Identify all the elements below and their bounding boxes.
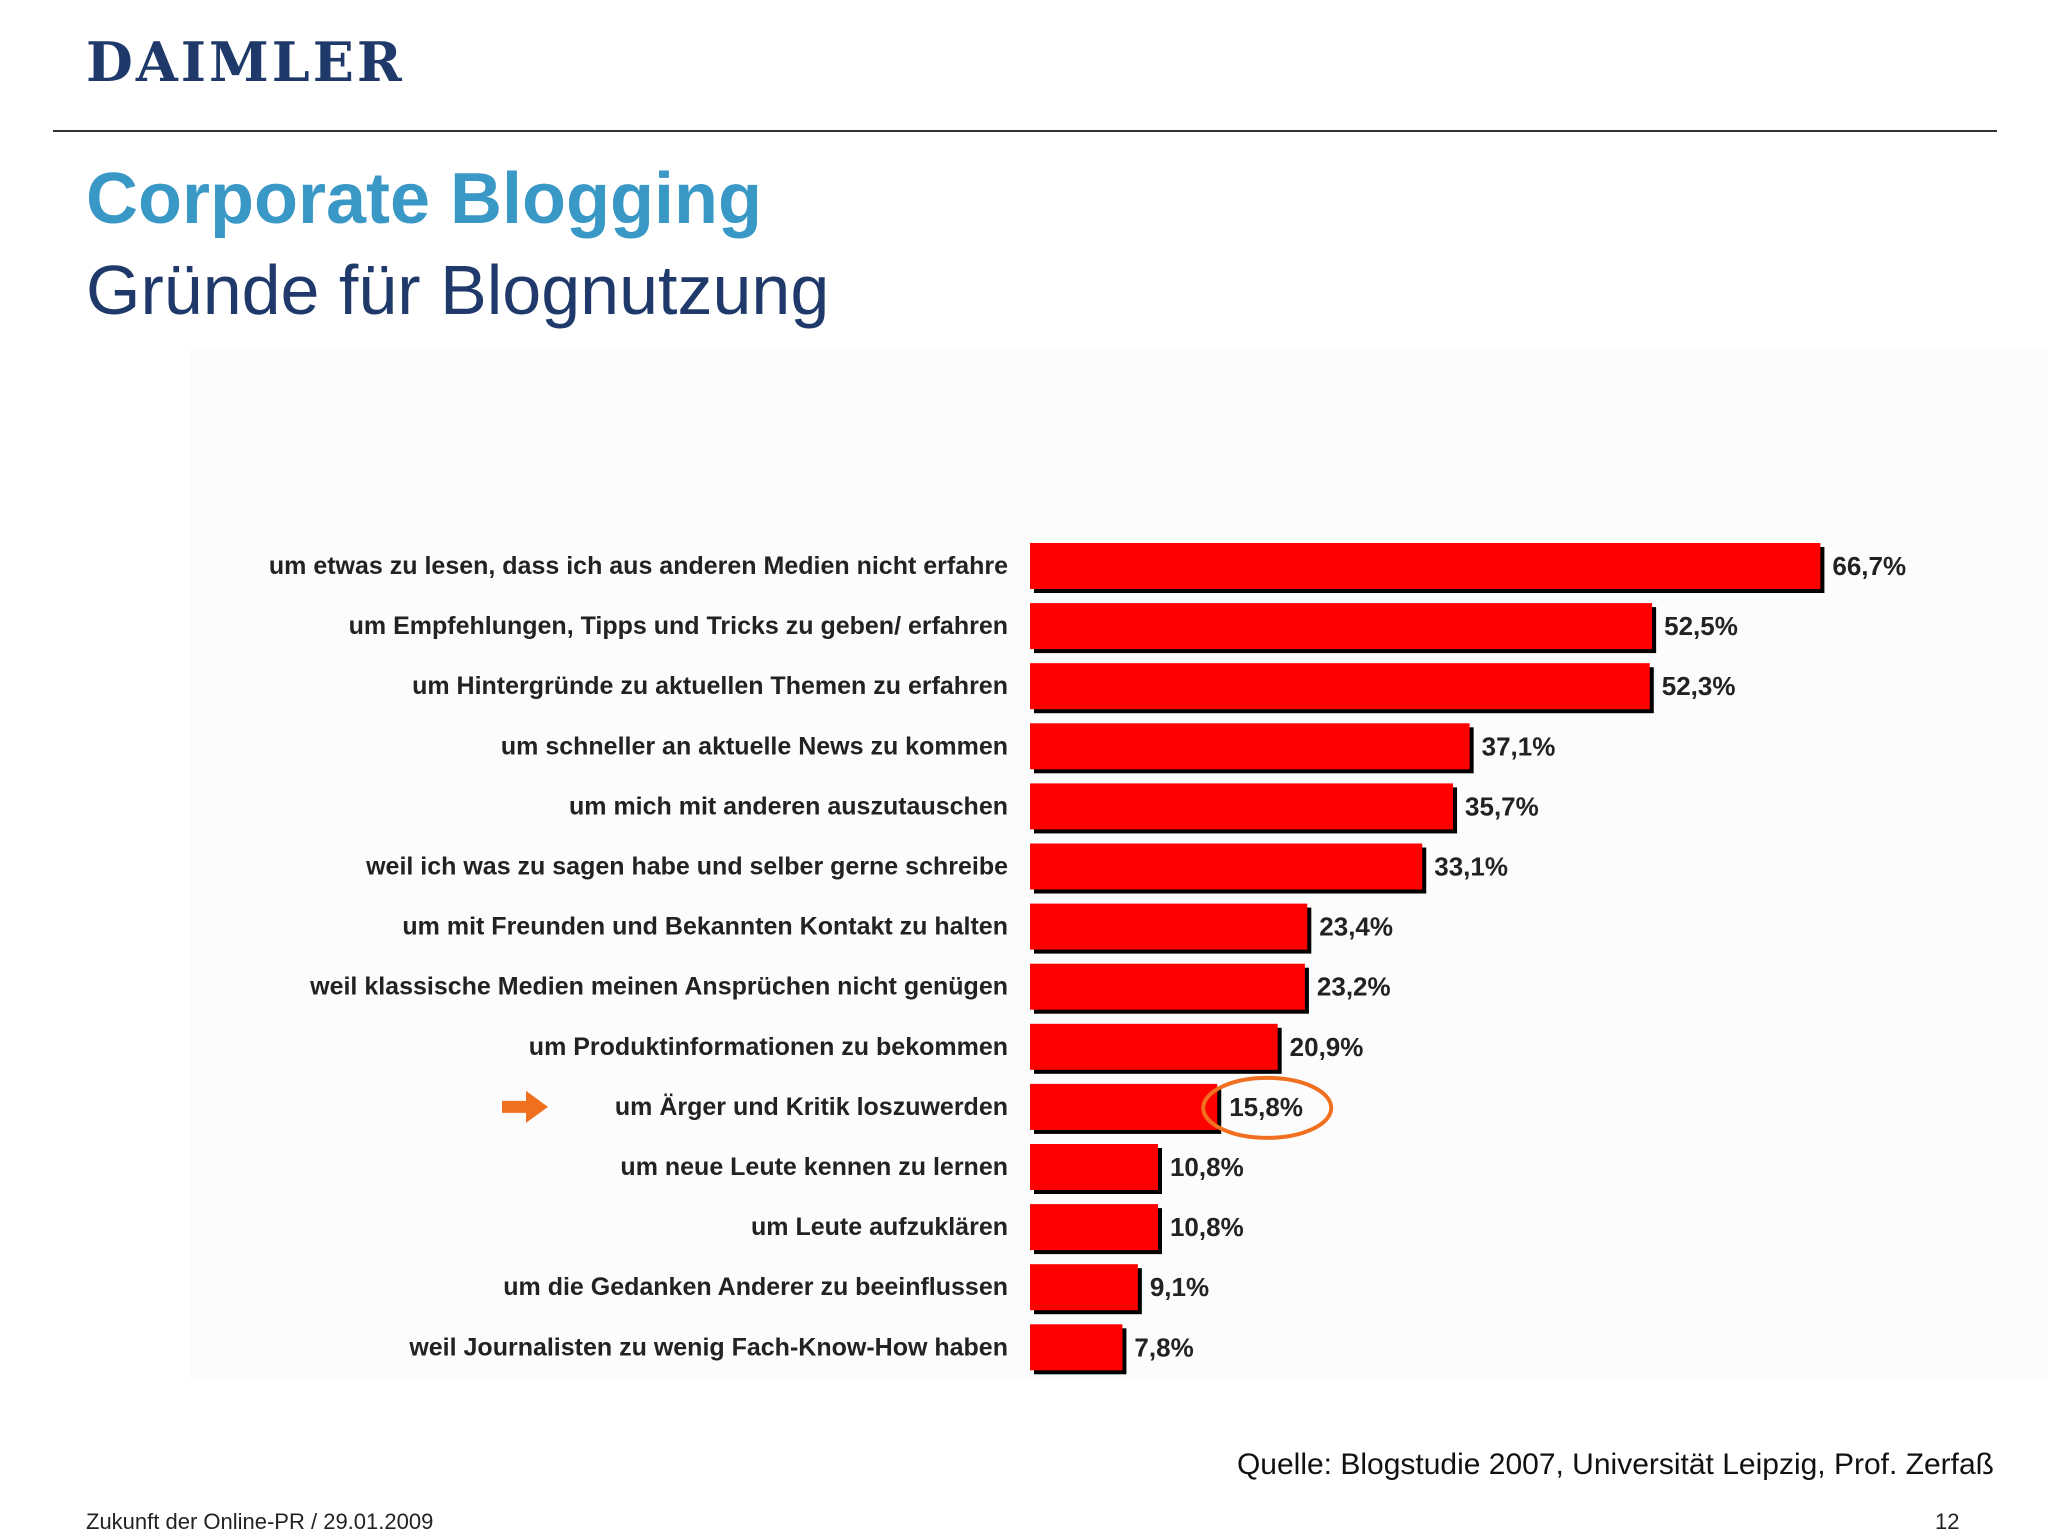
bar-chart: um etwas zu lesen, dass ich aus anderen … [269,543,1906,1375]
value-label: 37,1% [1482,731,1556,761]
value-label: 52,5% [1664,611,1738,641]
daimler-logo: DAIMLER [86,30,405,94]
category-label: um Ärger und Kritik loszuwerden [615,1093,1008,1121]
category-label: um mit Freunden und Bekannten Kontakt zu… [402,913,1008,941]
category-label: um schneller an aktuelle News zu kommen [501,732,1008,760]
bar [1030,963,1305,1010]
category-label: um Leute aufzuklären [751,1213,1008,1241]
category-label: um mich mit anderen auszutauschen [569,792,1008,820]
category-label: um neue Leute kennen zu lernen [620,1153,1008,1181]
source-note: Quelle: Blogstudie 2007, Universität Lei… [1236,1448,1994,1481]
page-number: 12 [1935,1509,1960,1534]
bar [1030,543,1821,589]
category-label: um etwas zu lesen, dass ich aus anderen … [269,552,1008,580]
category-label: weil ich was zu sagen habe und selber ge… [365,853,1008,881]
category-label: um Hintergründe zu aktuellen Themen zu e… [412,672,1008,700]
bar [1030,1023,1278,1070]
value-label: 23,2% [1317,972,1391,1002]
value-label: 66,7% [1832,551,1906,581]
value-label: 23,4% [1319,912,1393,942]
bar [1030,1264,1138,1311]
value-label: 20,9% [1290,1032,1364,1062]
header-divider [53,130,1997,132]
category-label: um Produktinformationen zu bekommen [529,1033,1008,1061]
value-label: 33,1% [1434,852,1508,882]
bar [1030,783,1454,830]
category-label: weil klassische Medien meinen Ansprüchen… [309,973,1008,1001]
slide-title: Corporate Blogging [86,159,762,239]
category-label: um die Gedanken Anderer zu beeinflussen [503,1273,1008,1301]
bar [1030,1324,1123,1371]
bar [1030,843,1423,890]
bar [1030,1204,1158,1251]
bar [1030,903,1308,950]
arrow-right-icon [502,1090,548,1123]
bar [1030,1083,1218,1130]
footer-text: Zukunft der Online-PR / 29.01.2009 [86,1509,434,1534]
category-label: um Empfehlungen, Tipps und Tricks zu geb… [349,612,1008,640]
highlight-circle [1201,1075,1334,1140]
value-label: 52,3% [1662,671,1736,701]
bar [1030,663,1650,710]
value-label: 7,8% [1134,1332,1193,1362]
value-label: 15,8% [1229,1092,1303,1122]
bar [1030,723,1470,770]
chart-area: um etwas zu lesen, dass ich aus anderen … [190,350,2048,1380]
slide-subtitle: Gründe für Blognutzung [86,251,830,329]
bar [1030,603,1653,650]
bar [1030,1144,1158,1190]
value-label: 35,7% [1465,791,1539,821]
value-label: 10,8% [1170,1152,1244,1182]
value-label: 9,1% [1150,1272,1209,1302]
value-label: 10,8% [1170,1212,1244,1242]
category-label: weil Journalisten zu wenig Fach-Know-How… [408,1333,1008,1361]
